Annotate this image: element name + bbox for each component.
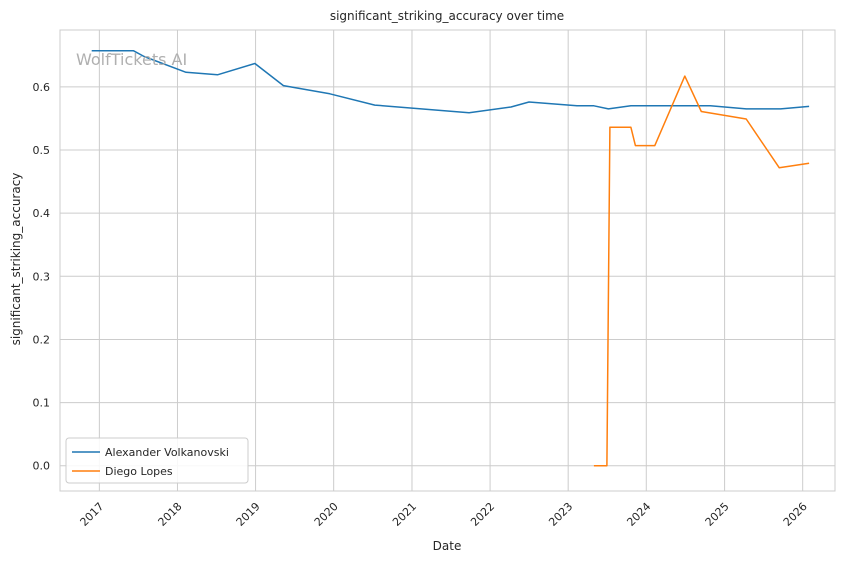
- y-tick-label: 0.3: [33, 270, 51, 283]
- y-tick-label: 0.2: [33, 333, 51, 346]
- x-tick-label: 2020: [312, 500, 341, 529]
- x-axis-label: Date: [433, 539, 462, 553]
- x-tick-label: 2018: [156, 500, 185, 529]
- series-line-lopes: [593, 75, 810, 467]
- series-line-volkanovski: [91, 50, 810, 114]
- y-tick-label: 0.4: [33, 207, 51, 220]
- x-tick-label: 2023: [546, 500, 575, 529]
- x-tick-label: 2022: [468, 500, 497, 529]
- x-tick-label: 2017: [78, 500, 107, 529]
- y-tick-label: 0.0: [33, 460, 51, 473]
- legend-label-lopes: Diego Lopes: [105, 465, 173, 478]
- chart-title: significant_striking_accuracy over time: [330, 9, 564, 23]
- plot-border: [59, 29, 836, 492]
- y-tick-label: 0.5: [33, 144, 51, 157]
- legend-box: [65, 437, 249, 484]
- watermark: WolfTickets AI: [76, 50, 187, 69]
- x-tick-label: 2019: [234, 500, 263, 529]
- y-axis: 0.0 0.1 0.2 0.3 0.4 0.5 0.6: [33, 81, 51, 473]
- x-tick-label: 2021: [390, 500, 419, 529]
- series-layer: [91, 50, 810, 467]
- legend-label-volkanovski: Alexander Volkanovski: [105, 446, 229, 459]
- grid: [60, 30, 835, 491]
- y-tick-label: 0.6: [33, 81, 51, 94]
- x-axis: 2017 2018 2019 2020 2021 2022 2023 2024 2025 2026: [78, 500, 810, 529]
- x-tick-label: 2024: [624, 500, 653, 529]
- legend: Alexander Volkanovski Diego Lopes: [65, 437, 249, 484]
- y-tick-label: 0.1: [33, 397, 51, 410]
- x-tick-label: 2026: [781, 500, 810, 529]
- y-axis-label: significant_striking_accuracy: [9, 173, 23, 346]
- x-tick-label: 2025: [703, 500, 732, 529]
- plot-frame: [59, 29, 836, 492]
